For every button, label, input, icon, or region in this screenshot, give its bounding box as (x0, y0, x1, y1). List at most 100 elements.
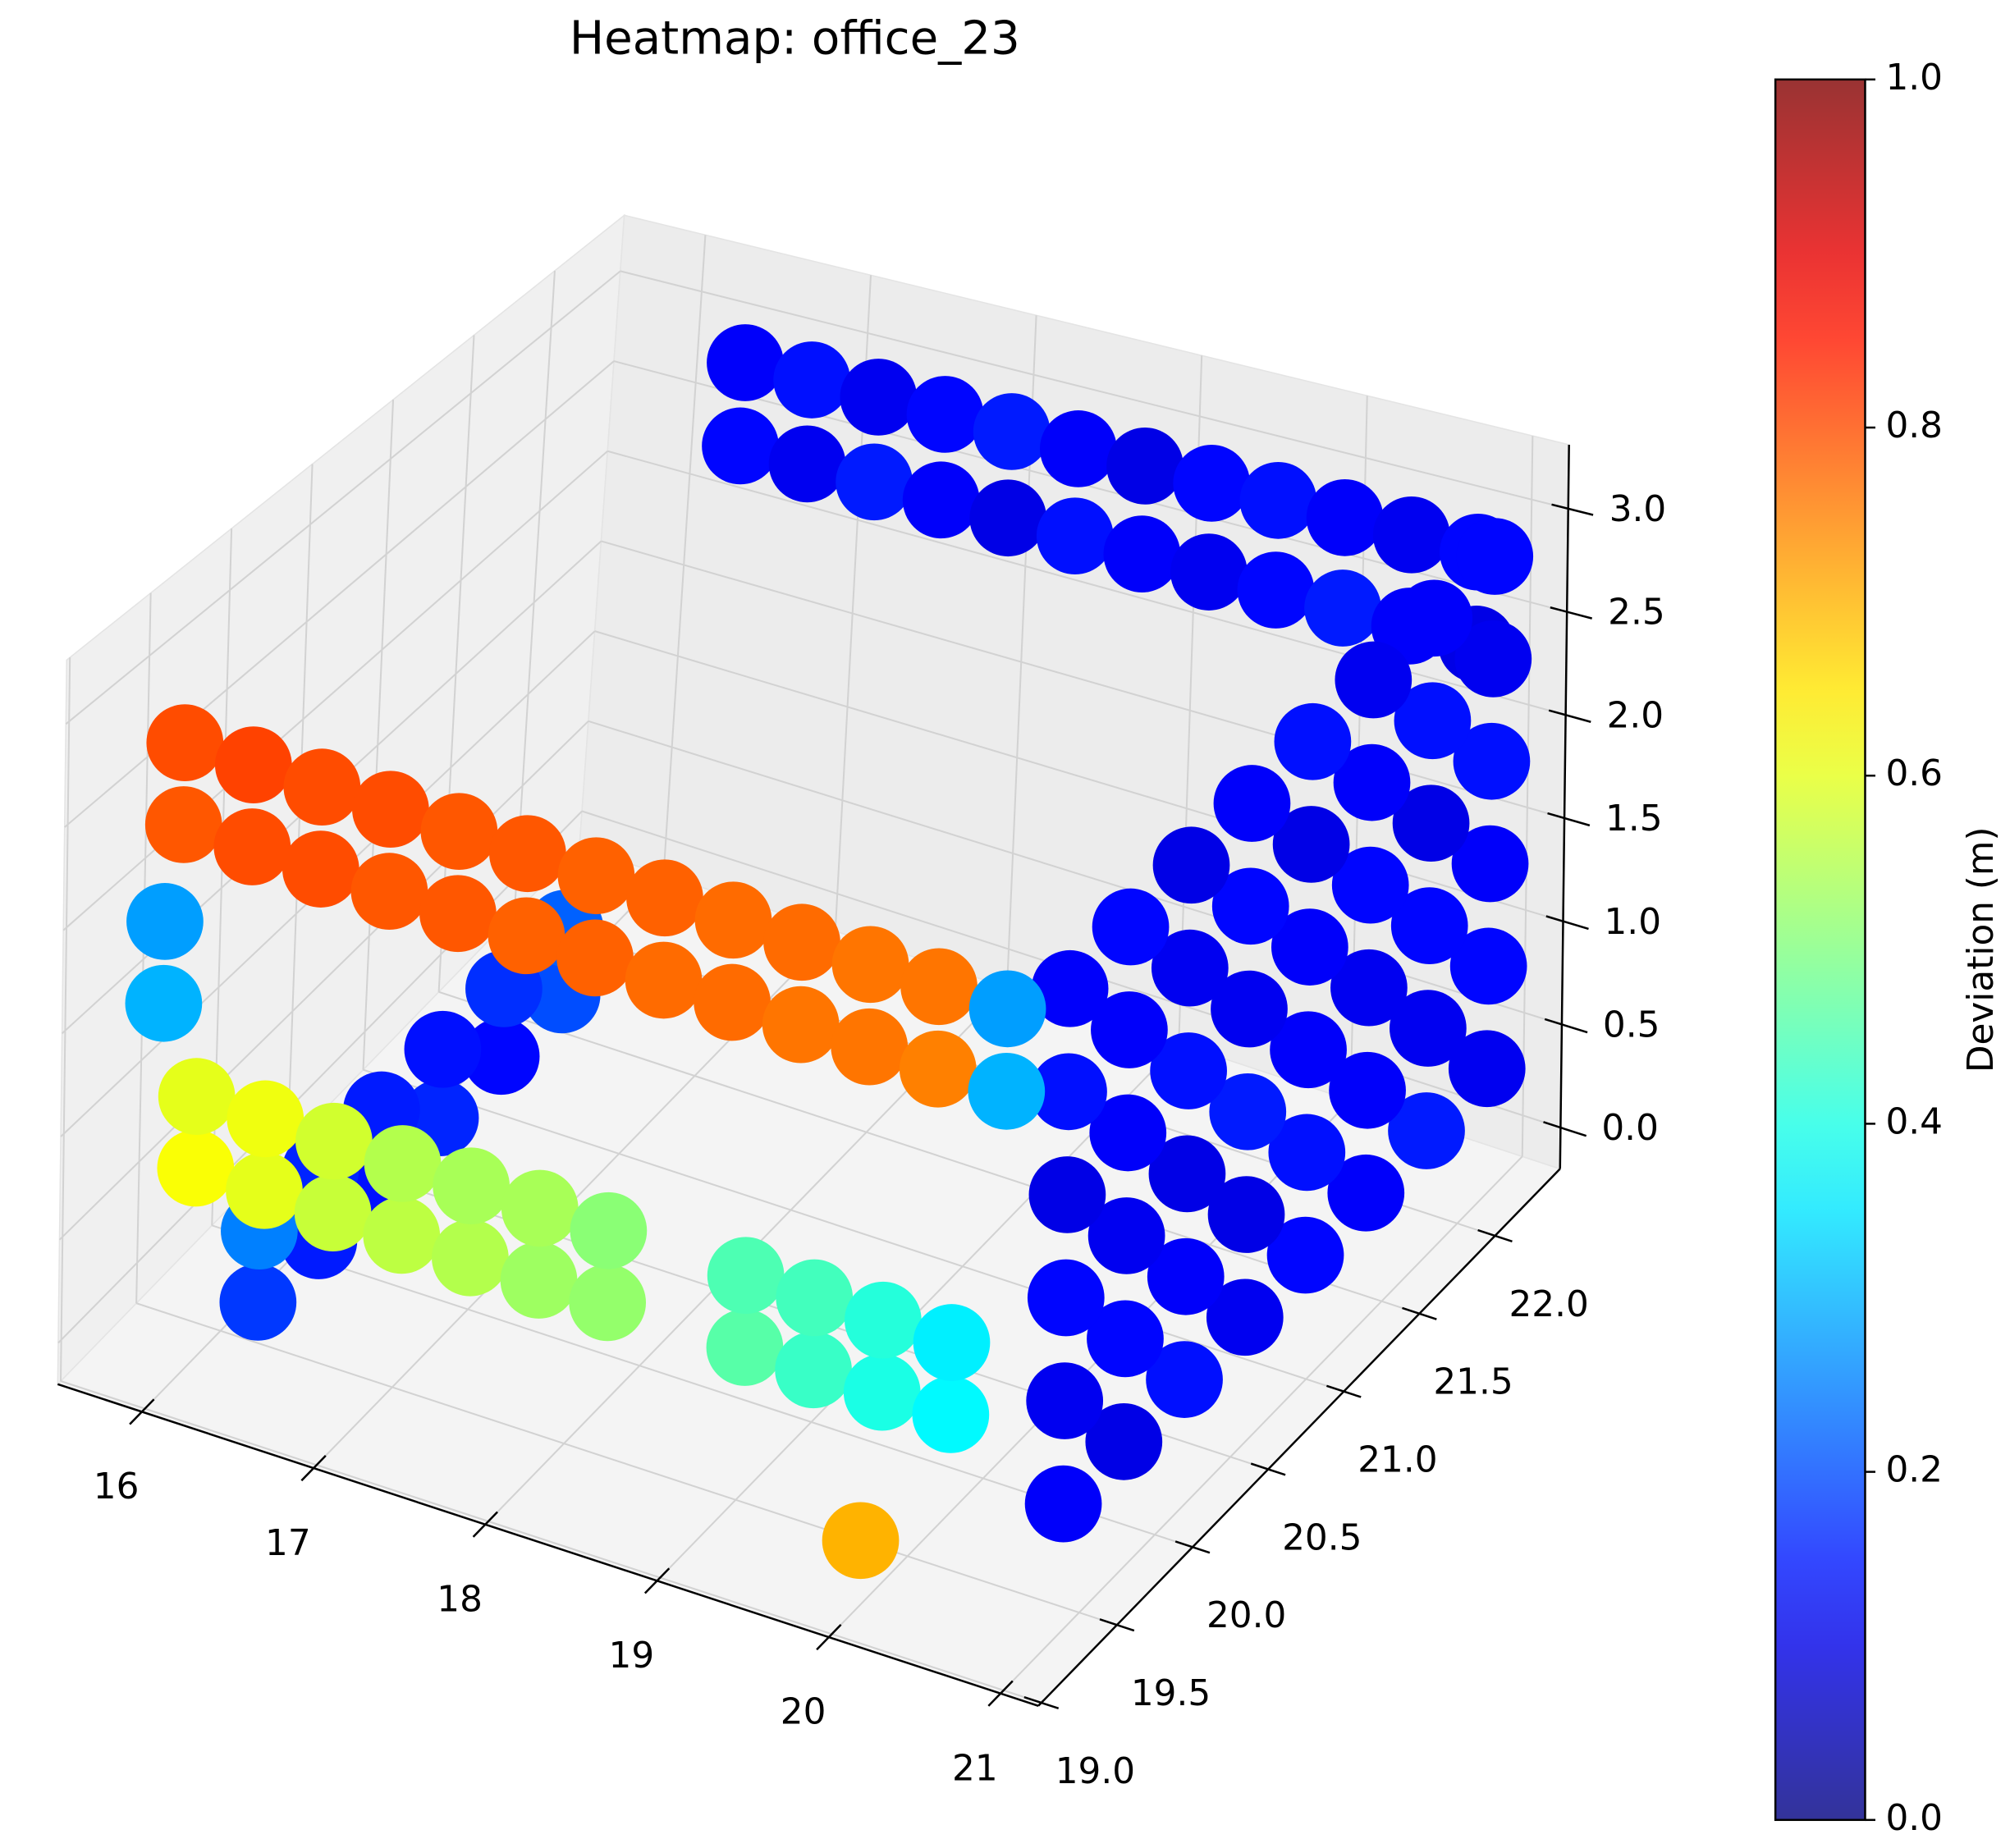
colorbar-tick-label: 0.8 (1885, 405, 1943, 446)
point (1092, 888, 1170, 966)
point (1026, 1362, 1104, 1439)
point (1170, 533, 1248, 611)
point (1449, 927, 1527, 1005)
point (1089, 1094, 1167, 1172)
point (1453, 722, 1531, 800)
grid-line (1000, 1155, 1523, 1695)
x-tick (987, 1680, 1014, 1707)
point (969, 479, 1047, 557)
y-tick-label: 21.0 (1358, 1439, 1437, 1481)
point (1372, 496, 1450, 574)
point (1085, 1402, 1163, 1480)
point (157, 1129, 235, 1207)
point (1272, 806, 1350, 883)
y-tick-label: 20.5 (1282, 1516, 1362, 1558)
point (1211, 970, 1288, 1048)
z-axis (1559, 444, 1570, 1169)
point (1448, 1030, 1526, 1108)
point (843, 1353, 921, 1431)
z-tick (1545, 915, 1589, 931)
point (283, 748, 361, 826)
point (146, 704, 224, 781)
point (912, 1376, 990, 1453)
point (126, 883, 204, 960)
point (1395, 579, 1473, 657)
y-tick-label: 21.5 (1433, 1361, 1513, 1403)
z-tick-label: 0.0 (1601, 1107, 1659, 1149)
point (845, 1281, 922, 1359)
grid-line (363, 1068, 1344, 1393)
point (626, 859, 703, 937)
point (1271, 908, 1348, 986)
point (404, 1010, 482, 1088)
point (1270, 1011, 1347, 1089)
colorbar-tick-label: 0.0 (1885, 1797, 1943, 1839)
x-tick (816, 1623, 842, 1651)
point (625, 941, 703, 1019)
point (763, 903, 840, 981)
colorbar-tick-label: 1.0 (1885, 57, 1943, 98)
point (1304, 569, 1381, 647)
point (1207, 1176, 1285, 1253)
point (1028, 1156, 1106, 1233)
colorbar (1774, 78, 1866, 1822)
point (295, 1102, 373, 1180)
grid-line (362, 399, 395, 1070)
point (144, 786, 222, 863)
y-tick (1174, 1540, 1211, 1554)
grid-line (57, 810, 583, 1344)
x-tick-label: 19 (609, 1635, 655, 1676)
x-tick (129, 1398, 155, 1425)
y-tick-label: 19.5 (1131, 1672, 1211, 1714)
point (1392, 784, 1470, 862)
point (822, 1502, 900, 1580)
point (569, 1264, 647, 1342)
point (352, 771, 429, 849)
point (1211, 867, 1289, 945)
x-tick-label: 21 (952, 1747, 998, 1789)
y-tick (1099, 1618, 1135, 1632)
point (913, 1304, 991, 1381)
y-tick-label: 22.0 (1509, 1283, 1588, 1325)
point (1268, 1114, 1346, 1192)
point (1329, 1051, 1406, 1129)
z-tick (1548, 709, 1591, 723)
grid-line (59, 657, 71, 1381)
point (1274, 702, 1352, 780)
point (1024, 1465, 1102, 1543)
x-tick-label: 18 (437, 1578, 483, 1620)
point (420, 793, 498, 871)
point (350, 853, 428, 931)
colorbar-tick-label: 0.4 (1885, 1100, 1943, 1142)
point (1027, 1259, 1105, 1337)
point (500, 1242, 578, 1319)
z-tick-label: 0.5 (1603, 1004, 1660, 1046)
point (1087, 1197, 1165, 1274)
point (1147, 1237, 1225, 1315)
x-tick-label: 16 (94, 1466, 140, 1507)
y-tick (1402, 1306, 1437, 1320)
point (1237, 551, 1315, 629)
point (836, 443, 913, 521)
point (831, 1008, 909, 1086)
colorbar-tick-label: 0.6 (1885, 752, 1943, 794)
x-tick (300, 1455, 327, 1482)
point (1209, 1073, 1287, 1150)
z-tick-label: 2.5 (1608, 592, 1665, 634)
grid-line (60, 1380, 1042, 1704)
point (214, 726, 292, 803)
point (1335, 641, 1412, 719)
point (1266, 1216, 1344, 1294)
point (1330, 949, 1408, 1027)
point (1036, 497, 1114, 575)
point (840, 359, 918, 436)
point (899, 1030, 977, 1108)
chart-title: Heatmap: office_23 (570, 12, 1020, 66)
point (125, 964, 203, 1042)
x-tick (472, 1511, 498, 1538)
point (706, 1309, 784, 1386)
grid-line (65, 270, 621, 725)
point (1031, 949, 1109, 1027)
